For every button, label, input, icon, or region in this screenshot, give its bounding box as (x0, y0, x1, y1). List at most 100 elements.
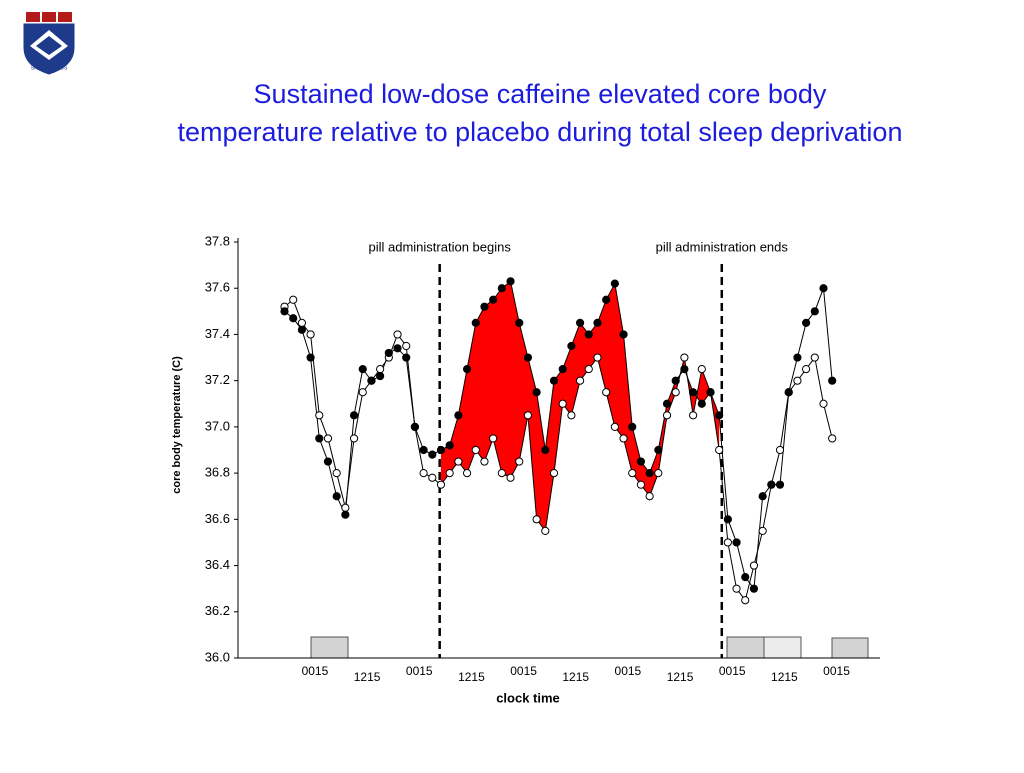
x-tick-label: 0015 (615, 664, 642, 678)
data-point (323, 434, 333, 443)
data-point (732, 538, 741, 547)
data-point (393, 344, 402, 353)
data-point (584, 330, 593, 339)
slide-title: Sustained low-dose caffeine elevated cor… (254, 79, 827, 109)
data-point (671, 388, 680, 397)
data-point (454, 457, 463, 466)
data-point (671, 376, 680, 385)
data-point (715, 411, 724, 420)
data-point (323, 457, 333, 466)
data-point (602, 388, 611, 397)
data-point (506, 473, 515, 482)
data-point (445, 469, 454, 478)
data-point (828, 434, 837, 443)
data-point (828, 376, 837, 385)
data-point (662, 411, 672, 420)
data-point (297, 318, 306, 327)
data-point (741, 573, 750, 582)
data-point (610, 279, 619, 288)
data-point (349, 411, 359, 420)
x-axis-label: clock time (496, 690, 560, 705)
data-point (558, 365, 567, 374)
data-point (332, 492, 341, 501)
data-point (602, 295, 611, 304)
data-point (541, 445, 550, 455)
x-tick-label: 0015 (406, 664, 433, 678)
y-tick-label: 37.2 (205, 372, 230, 387)
data-point (341, 503, 350, 512)
data-point (306, 353, 315, 362)
data-point (619, 330, 628, 339)
data-point (758, 492, 767, 501)
data-point (541, 526, 550, 535)
x-tick-label: 0015 (719, 664, 746, 678)
data-point (419, 469, 428, 478)
data-point (819, 284, 828, 293)
data-point (480, 457, 489, 466)
data-point (315, 434, 324, 443)
data-point (810, 307, 819, 316)
data-point (558, 399, 567, 408)
data-point (315, 411, 324, 420)
data-point (402, 353, 411, 362)
data-point (775, 480, 785, 489)
data-point (680, 365, 689, 374)
data-point (758, 526, 767, 535)
data-point (584, 365, 593, 374)
data-point (297, 325, 306, 334)
logo-detail (58, 12, 72, 22)
data-point (610, 422, 619, 431)
data-point (810, 353, 819, 362)
y-tick-label: 36.8 (205, 465, 230, 480)
data-point (645, 469, 654, 478)
data-point (462, 365, 472, 374)
data-point (549, 376, 559, 385)
data-point (349, 434, 359, 443)
data-point (332, 469, 341, 478)
data-point (358, 365, 367, 374)
data-point (367, 376, 376, 385)
sleep-box (310, 636, 349, 659)
data-point (419, 445, 428, 455)
data-point (636, 480, 646, 489)
y-tick-label: 36.2 (205, 603, 230, 618)
data-point (523, 353, 533, 362)
data-point (775, 445, 785, 455)
x-tick-label: 1215 (562, 670, 589, 684)
data-point (376, 365, 385, 374)
y-tick-label: 37.6 (205, 280, 230, 295)
data-point (593, 353, 602, 362)
data-point (567, 341, 576, 351)
x-tick-label: 0015 (510, 664, 537, 678)
sleep-box (763, 636, 802, 659)
series-line (284, 298, 833, 602)
data-point (497, 469, 506, 478)
sleep-box (831, 637, 869, 659)
data-point (749, 561, 759, 570)
data-point (749, 584, 759, 593)
x-tick-label: 0015 (823, 664, 850, 678)
data-point (489, 295, 498, 304)
data-point (384, 348, 393, 358)
data-point (462, 469, 472, 478)
data-point (662, 399, 672, 408)
data-point (619, 434, 628, 443)
sleep-periods (310, 636, 869, 659)
x-tick-label: 0015 (302, 664, 329, 678)
data-point (306, 330, 315, 339)
data-point (802, 365, 811, 374)
data-point (697, 399, 706, 408)
data-point (358, 388, 367, 397)
data-point (628, 422, 637, 431)
data-point (454, 411, 463, 420)
annotation-text: pill administration begins (369, 239, 512, 254)
data-point (715, 445, 724, 455)
data-point (549, 469, 559, 478)
data-point (289, 295, 298, 304)
data-point (593, 318, 602, 327)
x-tick-label: 1215 (771, 670, 798, 684)
data-point (428, 473, 437, 482)
data-point (628, 469, 637, 478)
data-point (645, 492, 654, 501)
